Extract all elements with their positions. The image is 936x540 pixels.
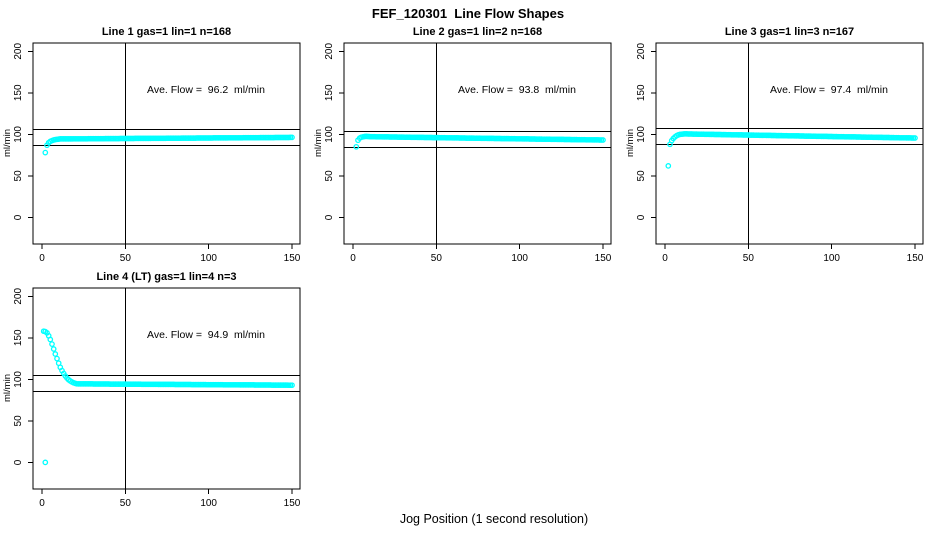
panel-4-title: Line 4 (LT) gas=1 lin=4 n=3 [96, 271, 237, 283]
data-point [289, 134, 295, 141]
panel-4-plot: 0 50 100 150 0 50 100 150 200 [0, 265, 320, 520]
data-point [54, 355, 60, 362]
plot-frame [32, 287, 301, 490]
y-tick-label: 0 [13, 214, 24, 220]
y-tick-label: 50 [324, 170, 335, 182]
y-tick-label: 0 [636, 214, 647, 220]
data-point [665, 163, 672, 169]
y-tick-label: 100 [636, 126, 647, 143]
panel-1-plot: 0 50 100 150 0 50 100 150 200 [0, 20, 320, 275]
y-tick-label: 0 [324, 214, 335, 220]
y-tick-label: 200 [13, 43, 24, 60]
plot-frame [32, 42, 301, 245]
x-tick-label: 150 [284, 498, 301, 509]
data-point [47, 336, 54, 343]
x-tick-label: 100 [200, 253, 217, 264]
x-axis-label: Jog Position (1 second resolution) [399, 512, 589, 526]
y-tick-label: 0 [13, 459, 24, 465]
x-tick-label: 50 [743, 253, 755, 264]
x-tick-label: 150 [284, 253, 301, 264]
main-title: FEF_120301 Line Flow Shapes [371, 6, 565, 21]
x-tick-label: 0 [350, 253, 356, 264]
data-point [42, 459, 49, 466]
x-tick-label: 0 [662, 253, 668, 264]
data-points [40, 328, 295, 466]
y-tick-label: 100 [13, 126, 24, 143]
panel-4-ave-flow-label: Ave. Flow = 94.9 ml/min [147, 329, 265, 341]
panel-3-title: Line 3 gas=1 lin=3 n=167 [724, 26, 855, 38]
panel-2-title: Line 2 gas=1 lin=2 n=168 [412, 26, 543, 38]
panel-4-svg: 0 50 100 150 0 50 100 150 200 [13, 287, 301, 509]
data-point [289, 382, 295, 389]
panel-1-svg: 0 50 100 150 0 50 100 150 200 [13, 42, 301, 264]
data-point [50, 346, 57, 352]
y-tick-label: 50 [13, 415, 24, 427]
y-tick-label: 100 [13, 371, 24, 388]
y-tick-label: 50 [636, 170, 647, 182]
x-tick-label: 150 [595, 253, 612, 264]
y-tick-label: 150 [13, 84, 24, 101]
panel-2-ave-flow-label: Ave. Flow = 93.8 ml/min [458, 84, 576, 96]
data-point [49, 341, 55, 347]
x-tick-label: 0 [39, 498, 45, 509]
x-tick-label: 50 [120, 498, 132, 509]
data-point [52, 351, 59, 357]
data-points [353, 133, 606, 150]
panel-1-title: Line 1 gas=1 lin=1 n=168 [101, 26, 232, 38]
x-tick-label: 150 [907, 253, 924, 264]
x-tick-label: 100 [200, 498, 217, 509]
y-tick-label: 150 [324, 84, 335, 101]
y-tick-label: 50 [13, 170, 24, 182]
y-tick-label: 200 [324, 43, 335, 60]
panel-3-svg: 0 50 100 150 0 50 100 150 200 [636, 42, 924, 264]
x-tick-label: 0 [39, 253, 45, 264]
panel-1-ave-flow-label: Ave. Flow = 96.2 ml/min [147, 84, 265, 96]
data-points [665, 131, 918, 169]
x-tick-label: 100 [511, 253, 528, 264]
panel-3-plot: 0 50 100 150 0 50 100 150 200 [623, 20, 936, 275]
y-tick-label: 150 [636, 84, 647, 101]
x-tick-label: 50 [431, 253, 443, 264]
data-point [353, 143, 360, 150]
panel-3-ave-flow-label: Ave. Flow = 97.4 ml/min [770, 84, 888, 96]
y-tick-label: 150 [13, 329, 24, 346]
plot-frame [343, 42, 612, 245]
panel-2-svg: 0 50 100 150 0 50 100 150 200 [324, 42, 612, 264]
y-tick-label: 200 [636, 43, 647, 60]
data-point [600, 137, 606, 143]
y-tick-label: 100 [324, 126, 335, 143]
y-tick-label: 200 [13, 288, 24, 305]
data-points [42, 134, 295, 156]
panel-2-plot: 0 50 100 150 0 50 100 150 200 [311, 20, 631, 275]
data-point [912, 135, 918, 141]
plot-frame [655, 42, 924, 245]
x-tick-label: 50 [120, 253, 132, 264]
data-point [42, 149, 49, 156]
x-tick-label: 100 [823, 253, 840, 264]
